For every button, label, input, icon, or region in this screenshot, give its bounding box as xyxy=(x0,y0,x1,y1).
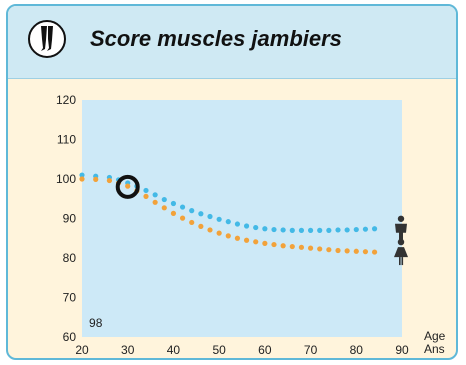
female-series-point xyxy=(353,248,359,254)
y-tick-label: 60 xyxy=(63,330,77,344)
female-series-point xyxy=(253,239,259,245)
female-series-point xyxy=(152,199,158,205)
y-tick-label: 80 xyxy=(63,251,77,265)
male-series-point xyxy=(326,227,332,233)
male-series-point xyxy=(243,223,250,229)
female-series-point xyxy=(106,177,113,184)
female-series-point xyxy=(362,249,369,255)
female-series-point xyxy=(298,244,305,250)
male-series-point xyxy=(317,227,323,233)
female-series-point xyxy=(125,183,131,189)
male-series-point xyxy=(253,224,259,231)
female-series-point xyxy=(307,245,314,251)
male-series-point xyxy=(143,187,149,194)
male-series-point xyxy=(198,211,204,217)
male-series-point xyxy=(280,227,286,233)
y-tick-label: 90 xyxy=(63,212,77,226)
female-series-point xyxy=(143,193,149,199)
x-axis-label: Age xyxy=(424,329,446,343)
score-value-label: 98 xyxy=(89,316,103,330)
x-tick-label: 30 xyxy=(121,343,135,357)
y-tick-label: 110 xyxy=(57,133,76,147)
female-series-point xyxy=(189,219,195,226)
female-series-point xyxy=(271,241,277,248)
female-series-point xyxy=(317,246,323,252)
score-card: Score muscles jambiers 60 70 80 90 100 110 120… xyxy=(6,4,458,360)
female-series-point xyxy=(93,176,99,182)
male-series-point xyxy=(298,227,305,233)
female-series-point xyxy=(170,210,177,216)
female-icon xyxy=(394,238,408,266)
female-series-point xyxy=(335,247,341,254)
female-series-point xyxy=(234,235,241,241)
card-header: Score muscles jambiers xyxy=(8,6,456,79)
x-axis-label: Ans xyxy=(424,342,445,356)
female-series-point xyxy=(243,237,250,243)
male-series-point xyxy=(179,204,186,210)
y-tick-label: 70 xyxy=(63,291,77,305)
female-series-point xyxy=(326,247,332,253)
female-series-point xyxy=(179,215,186,221)
male-icon xyxy=(395,215,407,240)
male-series-point xyxy=(161,196,167,203)
y-tick-label: 120 xyxy=(56,93,76,107)
male-series-point xyxy=(353,226,359,233)
y-tick-label: 100 xyxy=(56,172,76,186)
x-tick-label: 90 xyxy=(395,343,409,357)
x-tick-label: 60 xyxy=(258,343,272,357)
female-series-point xyxy=(280,243,286,249)
female-series-point xyxy=(207,227,213,233)
current-score-marker xyxy=(115,174,140,199)
x-tick-label: 80 xyxy=(350,343,364,357)
female-series-point xyxy=(371,249,378,255)
x-tick-label: 40 xyxy=(167,343,181,357)
female-series-point xyxy=(262,240,268,246)
legs-icon xyxy=(28,20,66,58)
female-series-point xyxy=(161,205,167,211)
female-series-point xyxy=(344,248,350,254)
male-series-point xyxy=(216,216,222,222)
male-series-point xyxy=(307,227,314,233)
male-series-point xyxy=(371,226,378,232)
female-series-point xyxy=(79,176,85,182)
x-tick-label: 20 xyxy=(75,343,89,357)
male-series-point xyxy=(234,221,241,227)
male-series-point xyxy=(344,227,350,233)
male-series-point xyxy=(362,226,369,232)
male-series-point xyxy=(170,200,177,207)
male-series-point xyxy=(225,219,231,225)
male-series-point xyxy=(335,227,341,233)
male-series-point xyxy=(262,226,268,232)
x-tick-label: 70 xyxy=(304,343,318,357)
female-series-point xyxy=(289,243,295,250)
male-series-point xyxy=(79,172,85,178)
female-series-point xyxy=(216,230,222,236)
female-series-point xyxy=(198,223,204,229)
male-series-point xyxy=(152,192,158,198)
male-series-point xyxy=(289,227,295,233)
x-tick-label: 50 xyxy=(212,343,226,357)
plot-area xyxy=(82,100,402,337)
female-series-point xyxy=(225,233,231,239)
male-series-point xyxy=(207,213,213,220)
card-title: Score muscles jambiers xyxy=(90,26,342,51)
male-series-point xyxy=(271,226,277,233)
male-series-point xyxy=(189,208,195,214)
